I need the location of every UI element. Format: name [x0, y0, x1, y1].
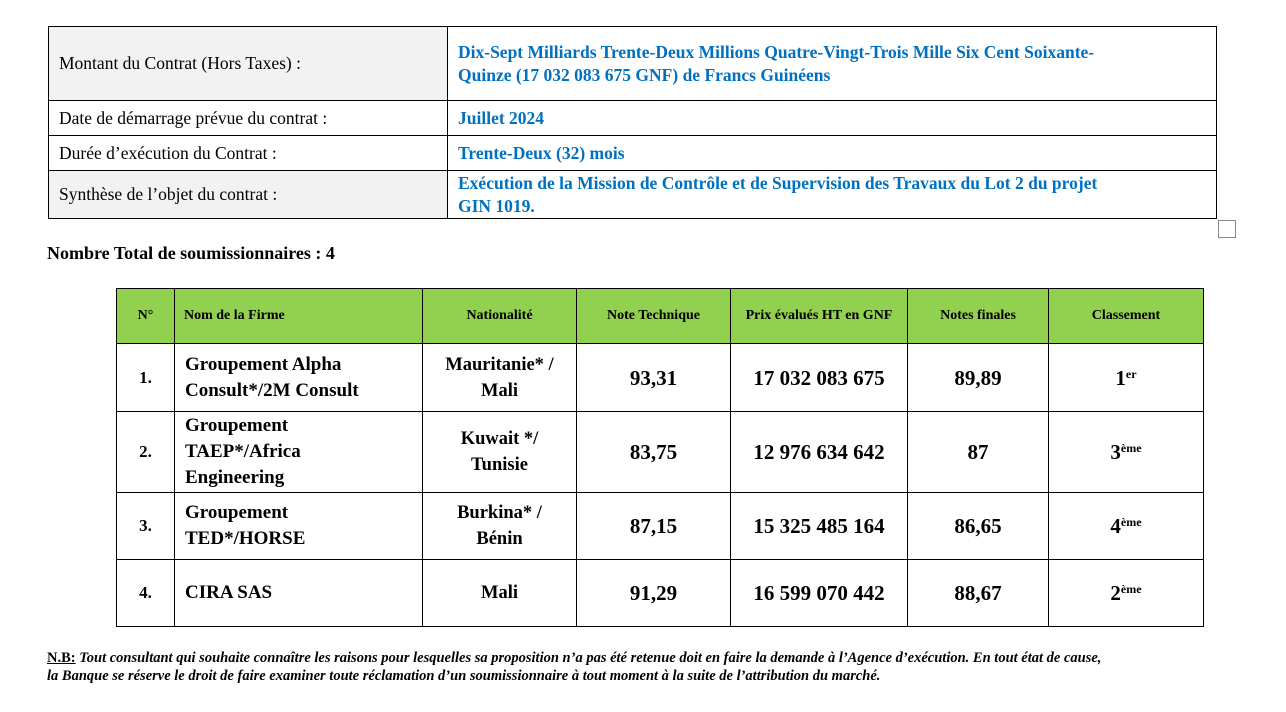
nationality: Kuwait */ Tunisie — [422, 411, 577, 493]
object-value: Exécution de la Mission de Contrôle et d… — [447, 170, 1217, 219]
table-row: 1. Groupement Alpha Consult*/2M Consult … — [116, 343, 1204, 412]
nationality-line: Burkina* / — [457, 503, 542, 523]
nationality: Burkina* / Bénin — [422, 492, 577, 560]
nb-text-line2: la Banque se réserve le droit de faire e… — [47, 668, 881, 684]
price: 17 032 083 675 — [730, 343, 908, 412]
firm-name: CIRA SAS — [174, 559, 423, 627]
start-row: Date de démarrage prévue du contrat : Ju… — [48, 100, 1217, 136]
final-score: 86,65 — [907, 492, 1049, 560]
firm-name-line: Consult*/2M Consult — [185, 379, 359, 401]
start-label: Date de démarrage prévue du contrat : — [48, 100, 448, 136]
row-no: 1. — [116, 343, 175, 412]
row-no: 2. — [116, 411, 175, 493]
row-no: 4. — [116, 559, 175, 627]
tech-score: 87,15 — [576, 492, 731, 560]
amount-value-line2: Quinze (17 032 083 675 GNF) de Francs Gu… — [458, 64, 831, 85]
object-value-line1: Exécution de la Mission de Contrôle et d… — [458, 172, 1098, 193]
final-score: 89,89 — [907, 343, 1049, 412]
duration-row: Durée d’exécution du Contrat : Trente-De… — [48, 135, 1217, 171]
price: 12 976 634 642 — [730, 411, 908, 493]
rank-suffix: ème — [1120, 515, 1142, 529]
rank: 1er — [1048, 343, 1204, 412]
results-table: N° Nom de la Firme Nationalité Note Tech… — [116, 288, 1204, 627]
amount-label: Montant du Contrat (Hors Taxes) : — [48, 26, 448, 101]
firm-name-line: TAEP*/Africa — [185, 441, 301, 462]
price: 15 325 485 164 — [730, 492, 908, 560]
amount-value: Dix-Sept Milliards Trente-Deux Millions … — [447, 26, 1217, 101]
nationality: Mali — [422, 559, 577, 627]
firm-name-line: TED*/HORSE — [185, 528, 306, 549]
nb-prefix: N.B: — [47, 650, 76, 666]
firm-name-line: Groupement — [185, 502, 289, 523]
nb-text-line1: Tout consultant qui souhaite connaître l… — [75, 650, 1102, 666]
header-nationality: Nationalité — [422, 288, 577, 344]
rank: 4ème — [1048, 492, 1204, 560]
object-value-line2: GIN 1019. — [458, 195, 535, 216]
firm-name-line: Groupement Alpha — [185, 353, 342, 375]
firm-name-line: Engineering — [185, 467, 285, 488]
header-rank: Classement — [1048, 288, 1204, 344]
nationality: Mauritanie* / Mali — [422, 343, 577, 412]
nationality-line: Bénin — [476, 529, 523, 549]
rank: 3ème — [1048, 411, 1204, 493]
firm-name: Groupement TAEP*/Africa Engineering — [174, 411, 423, 493]
tech-score: 93,31 — [576, 343, 731, 412]
header-no: N° — [116, 288, 175, 344]
object-row: Synthèse de l’objet du contrat : Exécuti… — [48, 170, 1217, 219]
header-tech-score: Note Technique — [576, 288, 731, 344]
start-value: Juillet 2024 — [447, 100, 1217, 136]
nb-note: N.B: Tout consultant qui souhaite connaî… — [47, 649, 1277, 685]
amount-row: Montant du Contrat (Hors Taxes) : Dix-Se… — [48, 26, 1217, 101]
nb-note-line1: N.B: Tout consultant qui souhaite connaî… — [47, 649, 1277, 667]
rank-number: 2 — [1110, 581, 1121, 605]
header-price: Prix évalués HT en GNF — [730, 288, 908, 344]
nationality-line: Kuwait */ — [460, 429, 539, 449]
contract-info-table: Montant du Contrat (Hors Taxes) : Dix-Se… — [48, 26, 1217, 219]
nationality-line: Mali — [481, 380, 518, 401]
nationality-line: Mali — [481, 583, 518, 603]
amount-value-line1: Dix-Sept Milliards Trente-Deux Millions … — [458, 41, 1095, 62]
object-label: Synthèse de l’objet du contrat : — [48, 170, 448, 219]
table-resize-handle[interactable] — [1218, 220, 1236, 238]
price: 16 599 070 442 — [730, 559, 908, 627]
firm-name: Groupement Alpha Consult*/2M Consult — [174, 343, 423, 412]
table-row: 3. Groupement TED*/HORSE Burkina* / Béni… — [116, 492, 1204, 560]
row-no: 3. — [116, 492, 175, 560]
tech-score: 91,29 — [576, 559, 731, 627]
table-row: 2. Groupement TAEP*/Africa Engineering K… — [116, 411, 1204, 493]
rank-suffix: ème — [1120, 582, 1142, 596]
header-final-score: Notes finales — [907, 288, 1049, 344]
rank-number: 1 — [1115, 365, 1126, 390]
firm-name: Groupement TED*/HORSE — [174, 492, 423, 560]
rank-suffix: er — [1125, 366, 1137, 381]
firm-name-line: Groupement — [185, 415, 289, 436]
rank: 2ème — [1048, 559, 1204, 627]
rank-suffix: ème — [1120, 441, 1142, 455]
duration-value: Trente-Deux (32) mois — [447, 135, 1217, 171]
duration-label: Durée d’exécution du Contrat : — [48, 135, 448, 171]
firm-name-line: CIRA SAS — [185, 582, 273, 603]
final-score: 88,67 — [907, 559, 1049, 627]
tech-score: 83,75 — [576, 411, 731, 493]
nationality-line: Mauritanie* / — [445, 354, 554, 375]
rank-number: 3 — [1110, 440, 1121, 464]
table-row: 4. CIRA SAS Mali 91,29 16 599 070 442 88… — [116, 559, 1204, 627]
results-header-row: N° Nom de la Firme Nationalité Note Tech… — [116, 288, 1204, 344]
bidders-total: Nombre Total de soumissionnaires : 4 — [47, 243, 335, 263]
final-score: 87 — [907, 411, 1049, 493]
header-firm: Nom de la Firme — [174, 288, 423, 344]
rank-number: 4 — [1110, 514, 1121, 538]
nationality-line: Tunisie — [471, 455, 528, 475]
